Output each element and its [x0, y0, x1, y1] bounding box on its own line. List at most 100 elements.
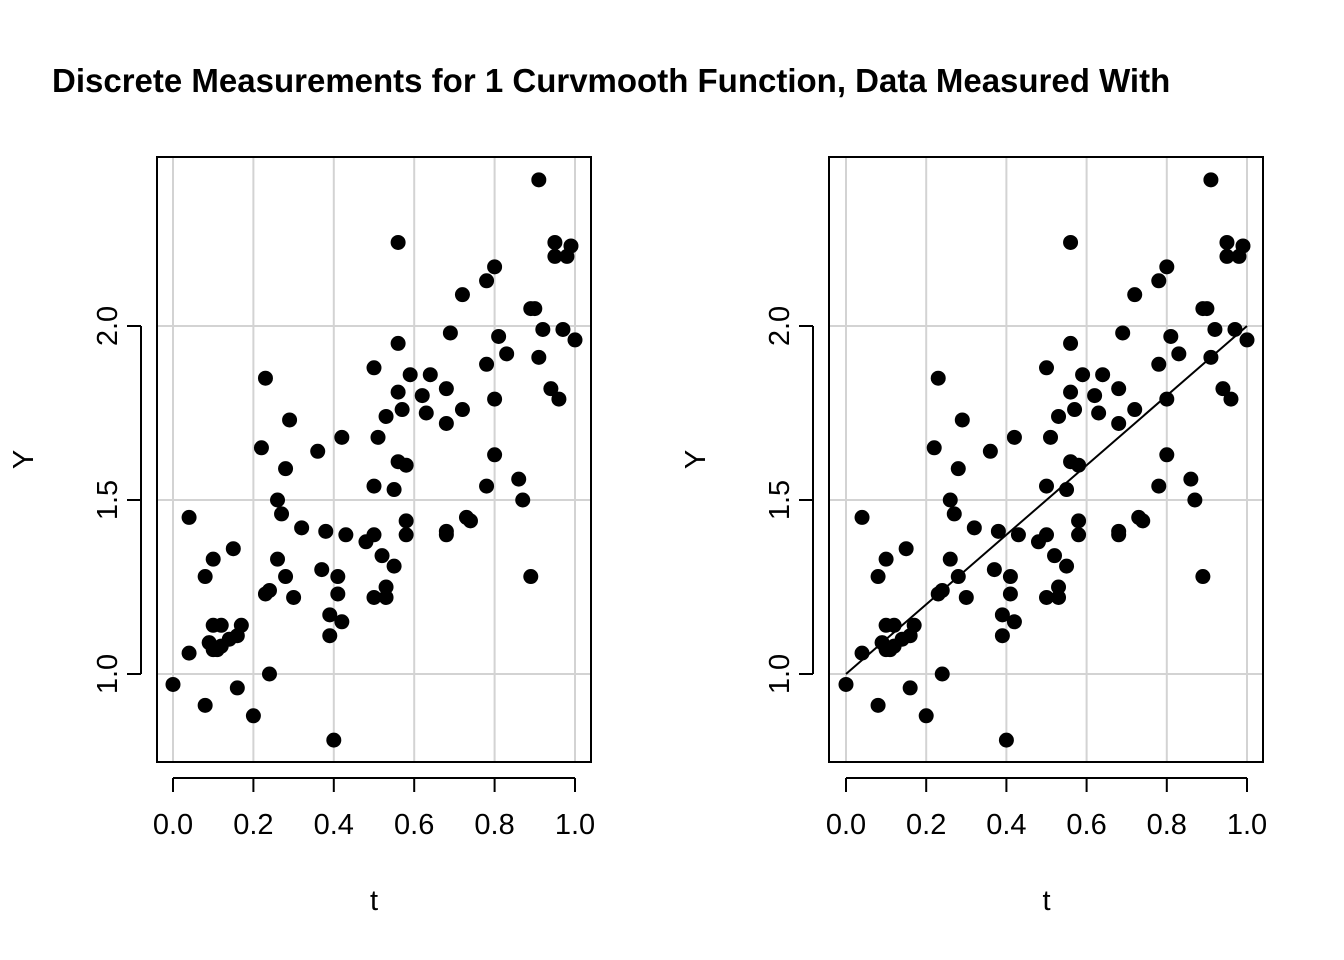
data-point [487, 259, 503, 275]
fit-line [845, 325, 1248, 675]
data-point [934, 666, 950, 682]
data-point [257, 370, 273, 386]
data-point [1071, 457, 1087, 473]
data-point [398, 457, 414, 473]
data-point [181, 509, 197, 525]
data-point [394, 402, 410, 418]
data-point [378, 408, 394, 424]
data-point [1127, 402, 1143, 418]
data-point [454, 287, 470, 303]
data-point [1095, 367, 1111, 383]
data-point [511, 471, 527, 487]
data-point [1051, 579, 1067, 595]
data-point [326, 732, 342, 748]
y-tick-label: 1.5 [764, 480, 796, 520]
data-point [1127, 287, 1143, 303]
data-point [535, 321, 551, 337]
data-point [527, 301, 543, 317]
data-point [438, 415, 454, 431]
data-point [398, 527, 414, 543]
data-point [442, 325, 458, 341]
data-point [245, 708, 261, 724]
data-point [197, 697, 213, 713]
data-point [479, 478, 495, 494]
data-point [1203, 349, 1219, 365]
data-point [462, 513, 478, 529]
data-point [966, 520, 982, 536]
x-tick-label: 0.4 [986, 809, 1026, 841]
x-tick-label: 1.0 [555, 809, 595, 841]
data-point [1183, 471, 1199, 487]
data-point [555, 321, 571, 337]
data-point [930, 370, 946, 386]
data-point [870, 569, 886, 585]
data-point [1051, 589, 1067, 605]
data-point [314, 562, 330, 578]
data-point [1239, 332, 1255, 348]
data-point [278, 461, 294, 477]
data-point [1235, 238, 1251, 254]
data-point [286, 589, 302, 605]
data-point [1171, 346, 1187, 362]
x-tick-label: 0.2 [906, 809, 946, 841]
panel-left: 0.0 0.2 0.4 0.6 0.8 1.0 1.0 1.5 2.0 t Y [8, 156, 595, 917]
data-point [318, 523, 334, 539]
data-point [838, 676, 854, 692]
data-point [197, 569, 213, 585]
data-point [531, 172, 547, 188]
data-point [1199, 301, 1215, 317]
data-point [942, 492, 958, 508]
data-point [253, 440, 269, 456]
x-axis-label: t [1042, 885, 1050, 917]
data-point [366, 589, 382, 605]
data-point [1159, 391, 1175, 407]
data-point [1087, 388, 1103, 404]
data-point [366, 527, 382, 543]
y-tick-label: 2.0 [92, 306, 124, 346]
data-point [402, 367, 418, 383]
data-point [1039, 589, 1054, 605]
data-point [487, 391, 503, 407]
data-point [378, 589, 394, 605]
x-tick-label: 0.8 [474, 809, 514, 841]
data-point [950, 569, 966, 585]
data-point [386, 482, 402, 498]
data-point [1187, 492, 1203, 508]
y-axis-label: Y [680, 450, 712, 469]
x-tick-label: 1.0 [1227, 809, 1267, 841]
data-point [1151, 478, 1167, 494]
plot-box [828, 156, 1264, 763]
data-point [479, 273, 495, 289]
data-point [261, 582, 277, 598]
data-point [181, 645, 197, 661]
data-point [294, 520, 310, 536]
data-point [366, 360, 382, 376]
y-tick-label: 1.0 [764, 654, 796, 694]
x-tick-label: 0.4 [314, 809, 354, 841]
data-point [270, 492, 286, 508]
data-point [1111, 415, 1127, 431]
data-point [1219, 234, 1235, 250]
data-point [330, 569, 346, 585]
data-point [438, 381, 454, 397]
data-point [551, 391, 567, 407]
x-tick-label: 0.0 [153, 809, 193, 841]
data-point [274, 506, 290, 522]
data-point [1203, 172, 1219, 188]
data-point [1059, 482, 1075, 498]
data-point [886, 617, 902, 633]
data-point [870, 697, 886, 713]
data-point [390, 384, 406, 400]
data-point [986, 562, 1002, 578]
data-point [414, 388, 430, 404]
data-point [330, 586, 346, 602]
x-tick-label: 0.6 [394, 809, 434, 841]
data-point [1047, 548, 1063, 564]
data-point [225, 541, 241, 557]
y-tick-label: 2.0 [764, 306, 796, 346]
data-point [994, 607, 1010, 623]
chart-title: Discrete Measurements for 1 Curvmooth Fu… [52, 62, 1170, 99]
data-point [942, 551, 958, 567]
data-point [438, 523, 454, 539]
